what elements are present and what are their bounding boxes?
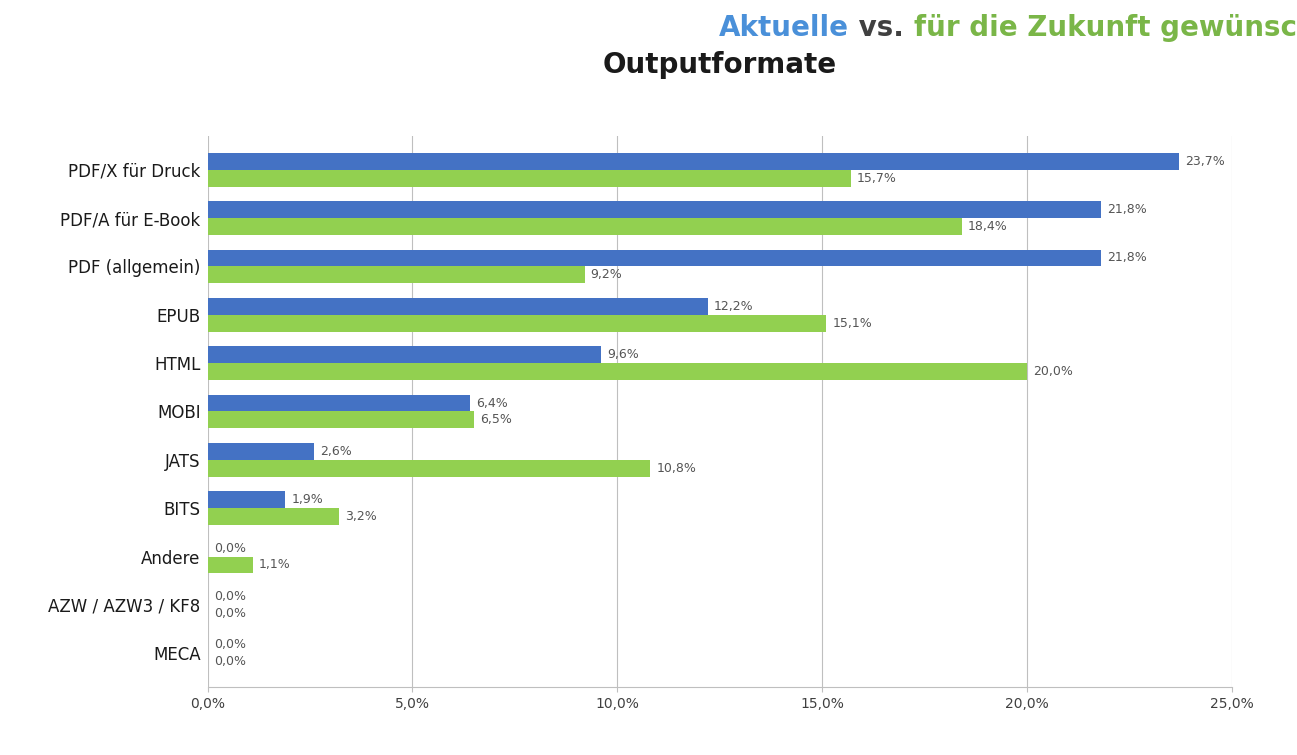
Text: 0,0%: 0,0% xyxy=(214,655,245,668)
Bar xyxy=(208,411,473,428)
Bar xyxy=(208,153,1179,170)
Text: 18,4%: 18,4% xyxy=(968,220,1008,233)
Bar xyxy=(208,443,314,460)
Bar xyxy=(208,315,826,331)
Text: 6,5%: 6,5% xyxy=(480,414,512,427)
Text: Outputformate: Outputformate xyxy=(603,51,837,79)
Bar xyxy=(208,170,851,186)
Bar xyxy=(208,218,961,235)
Bar xyxy=(208,508,339,525)
Text: für die Zukunft gewünschte: für die Zukunft gewünschte xyxy=(914,14,1297,42)
Bar xyxy=(208,298,708,315)
Text: 12,2%: 12,2% xyxy=(713,300,754,313)
Text: 0,0%: 0,0% xyxy=(214,607,245,620)
Text: 15,7%: 15,7% xyxy=(857,171,898,185)
Bar xyxy=(208,267,585,283)
Text: 23,7%: 23,7% xyxy=(1185,155,1224,168)
Bar xyxy=(208,249,1101,267)
Text: 0,0%: 0,0% xyxy=(214,638,245,652)
Text: 2,6%: 2,6% xyxy=(320,445,351,458)
Text: 3,2%: 3,2% xyxy=(345,510,376,523)
Text: 21,8%: 21,8% xyxy=(1108,203,1147,216)
Text: vs.: vs. xyxy=(850,14,914,42)
Bar xyxy=(208,395,470,411)
Bar xyxy=(208,363,1027,380)
Text: 15,1%: 15,1% xyxy=(833,317,873,330)
Text: 0,0%: 0,0% xyxy=(214,541,245,555)
Text: 6,4%: 6,4% xyxy=(476,396,507,409)
Text: Aktuelle: Aktuelle xyxy=(720,14,850,42)
Text: 9,6%: 9,6% xyxy=(607,348,639,361)
Text: 20,0%: 20,0% xyxy=(1034,365,1073,378)
Text: 1,9%: 1,9% xyxy=(292,493,323,506)
Bar xyxy=(208,201,1101,218)
Bar xyxy=(208,460,650,476)
Text: 0,0%: 0,0% xyxy=(214,590,245,603)
Text: 9,2%: 9,2% xyxy=(590,268,623,282)
Bar xyxy=(208,556,253,574)
Text: 10,8%: 10,8% xyxy=(656,462,696,475)
Bar xyxy=(208,347,601,363)
Bar xyxy=(208,492,285,508)
Text: 21,8%: 21,8% xyxy=(1108,251,1147,264)
Text: 1,1%: 1,1% xyxy=(259,559,291,572)
